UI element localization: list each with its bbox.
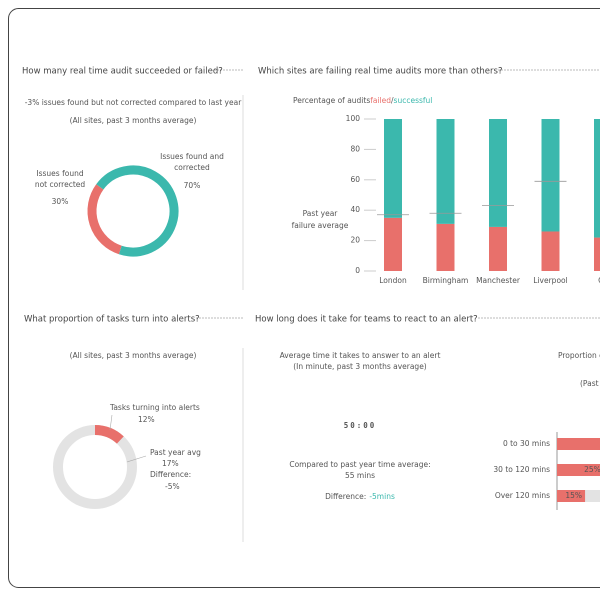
- legend-entry: /: [391, 96, 394, 105]
- bar-segment: [384, 119, 402, 218]
- reference-label: Past year: [303, 209, 339, 218]
- bar-segment: [541, 231, 560, 271]
- bar: [557, 464, 600, 476]
- gauge-label: Tasks turning into alerts: [109, 403, 200, 412]
- y-tick-label: 80: [350, 144, 360, 153]
- bar-segment: [436, 119, 455, 224]
- reference-value: 17%: [162, 459, 179, 468]
- x-tick-label: Liverpool: [533, 276, 567, 285]
- donut-label: not corrected: [35, 180, 86, 189]
- y-tick-label: 0: [355, 266, 360, 275]
- difference-value: -5%: [165, 482, 180, 491]
- bar: [557, 438, 600, 450]
- donut-value: 30%: [52, 197, 69, 206]
- bar-segment: [541, 119, 560, 232]
- panel-title: How long does it take for teams to react…: [255, 315, 478, 325]
- y-tick-label: 0 to 30 mins: [503, 439, 550, 448]
- y-tick-label: 60: [350, 175, 360, 184]
- bar-segment: [436, 223, 455, 271]
- comparison: Compared to past year time average:: [289, 460, 430, 469]
- note: (All sites, past 3 months average): [70, 116, 197, 125]
- value-label: 15%: [565, 491, 582, 500]
- y-tick-label: 40: [350, 205, 360, 214]
- reference-label: failure average: [292, 221, 349, 230]
- difference-label: Difference:: [150, 470, 191, 479]
- legend-entry: successful: [394, 96, 433, 105]
- bar-segment: [489, 119, 507, 227]
- legend: Percentage of auditsfailed/successful: [293, 96, 432, 105]
- y-tick-label: Over 120 mins: [495, 491, 550, 500]
- subtitle: (In minute, past 3 months average): [293, 362, 427, 371]
- comparison: 55 mins: [345, 471, 375, 480]
- bar-segment: [489, 226, 507, 271]
- side-title: Proportion o: [558, 351, 600, 360]
- y-tick-label: 100: [346, 114, 361, 123]
- leader: [126, 455, 147, 463]
- x-tick-label: Manchester: [476, 276, 521, 285]
- donut-value: 70%: [184, 181, 201, 190]
- panel-title: Which sites are failing real time audits…: [258, 67, 502, 77]
- subtitle: Average time it takes to answer to an al…: [280, 351, 441, 360]
- side-note: (Past: [580, 379, 599, 388]
- legend-entry: failed: [370, 96, 391, 105]
- big-number: 50:00: [344, 421, 377, 430]
- note: (All sites, past 3 months average): [70, 351, 197, 360]
- x-tick-label: London: [379, 276, 407, 285]
- bar-segment: [594, 119, 600, 238]
- y-tick-label: 20: [350, 236, 360, 245]
- gauge-value: 12%: [138, 415, 155, 424]
- reference-label: Past year avg: [150, 448, 201, 457]
- donut-segment: [87, 184, 122, 255]
- donut-label: Issues found and: [160, 152, 224, 161]
- donut-segment: [96, 165, 179, 257]
- y-tick-label: 30 to 120 mins: [493, 465, 550, 474]
- legend-entry: Percentage of audits: [293, 96, 370, 105]
- difference-value: -5mins: [369, 492, 395, 501]
- donut-segment: [94, 425, 124, 444]
- difference-label: Difference:: [325, 492, 366, 501]
- leader: [109, 414, 113, 431]
- x-tick-label: Birmingham: [423, 276, 469, 285]
- subtitle: -3% issues found but not corrected compa…: [25, 98, 242, 107]
- x-tick-label: Ca: [598, 276, 600, 285]
- difference: Difference: -5mins: [325, 492, 395, 501]
- bar: [557, 490, 586, 502]
- panel-title: What proportion of tasks turn into alert…: [24, 315, 200, 325]
- donut-label: corrected: [174, 163, 210, 172]
- donut-label: Issues found: [36, 169, 83, 178]
- panel-title: How many real time audit succeeded or fa…: [22, 67, 223, 77]
- bar-segment: [594, 237, 600, 271]
- bar-segment: [384, 217, 402, 271]
- value-label: 25%: [584, 465, 600, 474]
